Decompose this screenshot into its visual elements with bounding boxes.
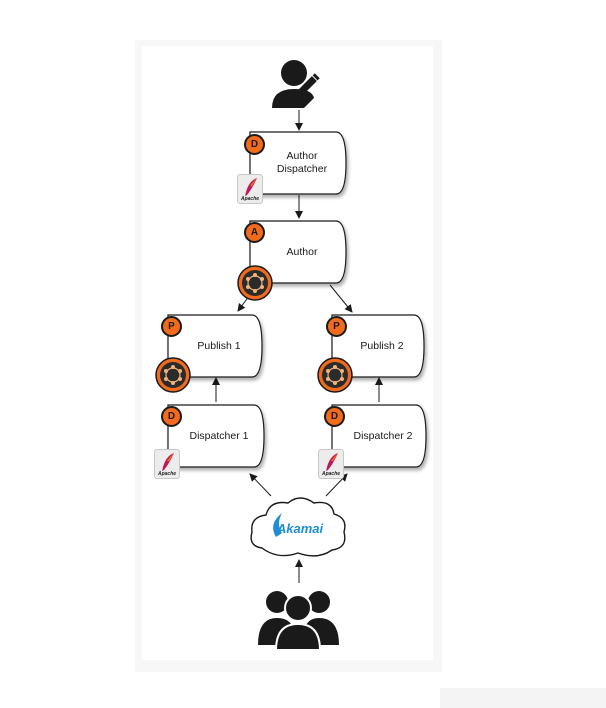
apache-feather-icon: Apache [154,449,180,479]
arrow-cdn-to-dispatcher1 [249,473,272,497]
dispatcher-badge: D [324,406,345,427]
author-dispatcher-label-line2: Dispatcher [276,163,328,175]
author-dispatcher-box [249,131,347,195]
aem-icon [237,265,273,301]
user-group-icon [258,591,339,651]
dispatcher2-label: Dispatcher 2 [353,430,413,442]
apache-feather-icon: Apache [318,449,344,479]
aem-icon [155,357,191,393]
background-strip [440,688,606,708]
publish1-label: Publish 1 [197,340,241,352]
author-with-pencil-icon [272,60,320,108]
author-box [249,220,347,284]
author-dispatcher-label: Author Dispatcher [262,150,342,176]
publish-badge: P [161,316,182,337]
dispatcher1-label: Dispatcher 1 [189,430,249,442]
akamai-label: Akamai [276,521,324,536]
author-badge: A [244,222,265,243]
author-dispatcher-label-line1: Author [286,150,318,162]
apache-feather-icon: Apache [237,174,263,204]
dispatcher1-box [167,404,265,468]
dispatcher2-box [331,404,427,468]
arrow-author-to-publish2 [329,284,353,313]
dispatcher-badge: D [244,134,265,155]
aem-icon [317,357,353,393]
cloud-icon [250,497,346,557]
publish2-label: Publish 2 [360,340,404,352]
apache-label: Apache [157,471,177,477]
publish1-box [167,314,263,378]
publish2-box [331,314,425,378]
apache-label: Apache [240,196,260,202]
dispatcher-badge: D [161,406,182,427]
apache-label: Apache [321,471,341,477]
publish-badge: P [326,316,347,337]
akamai-swoosh-icon [273,513,282,537]
author-label: Author [286,246,318,258]
